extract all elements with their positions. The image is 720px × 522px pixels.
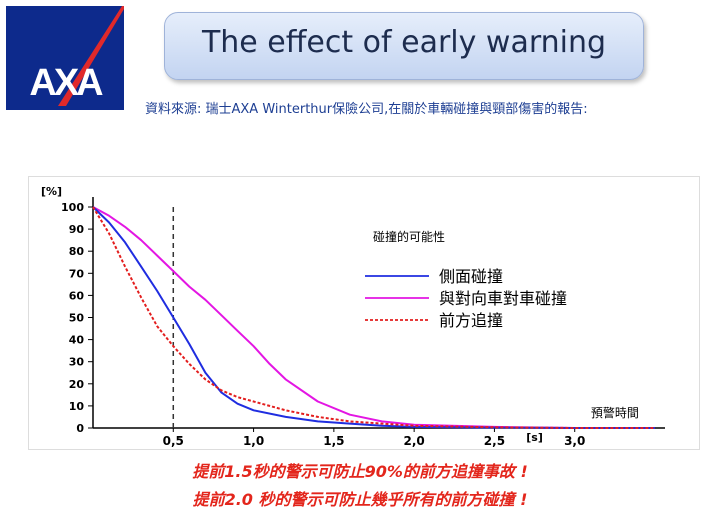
x-axis-unit: [s] [526, 431, 543, 444]
legend-label-2: 與對向車對車碰撞 [439, 289, 567, 308]
chart-frame: 0 10 20 30 40 50 60 70 80 90 100 [%] 0,5 1,0 1,5 2,0 2,5… [28, 176, 700, 450]
x-tick-label: 2,0 [404, 434, 425, 448]
series-line-2 [92, 206, 655, 429]
legend-label-1: 側面碰撞 [439, 267, 503, 286]
legend-title: 碰撞的可能性 [373, 229, 445, 244]
y-tick-label: 20 [69, 378, 85, 391]
conclusion-line-1: 提前1.5秒的警示可防止90%的前方追撞事故 ! [192, 462, 528, 481]
line-chart: 0 10 20 30 40 50 60 70 80 90 100 [%] 0,5 1,0 1,5 2,0 2,5… [41, 185, 665, 448]
x-axis-label: 預警時間 [591, 405, 639, 420]
y-tick-label: 60 [69, 289, 85, 302]
x-tick-label: 2,5 [484, 434, 505, 448]
y-axis-label: [%] [41, 185, 62, 198]
x-tick-label: 1,5 [323, 434, 344, 448]
conclusion-line-2: 提前2.0 秒的警示可防止幾乎所有的前方碰撞 ! [192, 490, 528, 509]
x-tick-label: 1,0 [243, 434, 264, 448]
title-banner: The effect of early warning [164, 12, 644, 80]
series-line-3 [92, 206, 655, 429]
y-tick-label: 50 [69, 312, 85, 325]
y-tick-label: 10 [69, 400, 85, 413]
x-tick-label: 3,0 [564, 434, 585, 448]
y-tick-label: 0 [76, 422, 84, 435]
x-tick-label: 0,5 [163, 434, 184, 448]
axa-logo: AXA [6, 6, 124, 110]
y-tick-label: 100 [61, 201, 84, 214]
y-tick-label: 40 [69, 334, 85, 347]
series-line-1 [92, 206, 655, 429]
logo-stripe [58, 6, 124, 106]
source-note: 資料來源: 瑞士AXA Winterthur保險公司,在關於車輛碰撞與頸部傷害的… [145, 102, 588, 117]
y-tick-label: 90 [69, 223, 85, 236]
legend-label-3: 前方追撞 [439, 311, 503, 330]
y-tick-label: 30 [69, 356, 85, 369]
y-tick-label: 70 [69, 267, 85, 280]
page-title: The effect of early warning [201, 25, 607, 60]
y-tick-label: 80 [69, 245, 85, 258]
logo-text: AXA [29, 62, 103, 104]
